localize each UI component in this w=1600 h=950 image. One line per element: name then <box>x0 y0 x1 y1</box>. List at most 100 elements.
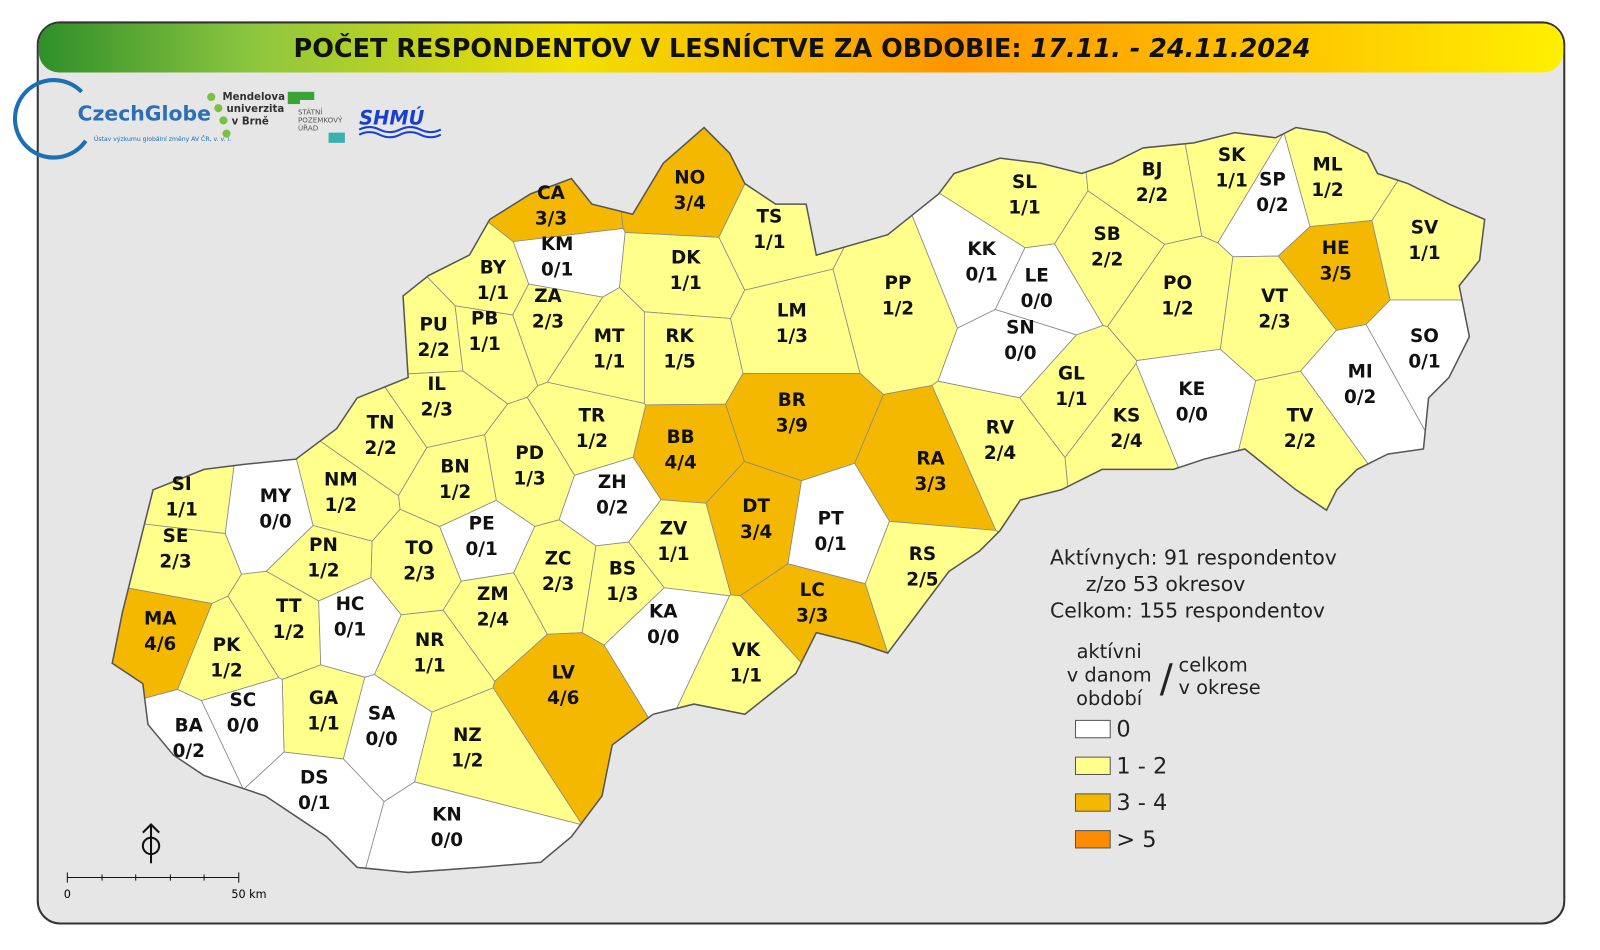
district-count: 1/2 <box>1311 180 1343 201</box>
district-count: 1/1 <box>670 273 702 294</box>
district-code: SB <box>1094 224 1121 245</box>
district-code: PE <box>469 514 495 535</box>
district-code: SA <box>368 703 396 724</box>
logo-shmu: SHMÚ <box>359 105 424 129</box>
district-count: 0/1 <box>541 260 573 281</box>
district-code: BJ <box>1142 160 1163 181</box>
scale-bar <box>66 872 240 883</box>
district-code: SV <box>1411 218 1439 239</box>
district-code: KA <box>649 601 678 622</box>
logo-arc <box>12 78 88 160</box>
district-count: 0/2 <box>1344 387 1376 408</box>
header-bar <box>38 23 1564 73</box>
district-count: 0/1 <box>1408 351 1440 372</box>
north-arrow <box>141 823 161 864</box>
title: POČET RESPONDENTOV V LESNÍCTVE ZA OBDOBI… <box>294 33 1311 64</box>
logo-mendelu: univerzita <box>227 104 285 115</box>
district-count: 0/1 <box>298 793 330 814</box>
district-count: 2/2 <box>1136 185 1168 206</box>
district-code: KE <box>1178 379 1205 400</box>
district-code: LV <box>552 663 576 684</box>
district-code: PN <box>309 535 338 556</box>
district-count: 1/1 <box>1055 389 1087 410</box>
district-code: LC <box>800 580 825 601</box>
district-count: 1/2 <box>882 298 914 319</box>
logo-mendelu: Mendelova <box>222 92 285 103</box>
district-code: VK <box>732 640 761 661</box>
district-code: SP <box>1259 170 1286 191</box>
district-count: 0/0 <box>431 830 463 851</box>
scale-label: 50 km <box>231 888 266 901</box>
district-code: SO <box>1410 326 1439 347</box>
district-count: 1/1 <box>413 655 445 676</box>
district-count: 0/0 <box>259 512 291 533</box>
district-count: 1/1 <box>307 714 339 735</box>
district-count: 2/2 <box>364 438 396 459</box>
district-count: 0/1 <box>465 539 497 560</box>
district-count: 1/5 <box>663 351 695 372</box>
district-count: 2/3 <box>421 399 453 420</box>
district-code: KS <box>1113 405 1140 426</box>
district-count: 3/3 <box>914 474 946 495</box>
district-count: 1/1 <box>657 544 689 565</box>
district-code: NR <box>415 630 445 651</box>
stat-active: Aktívnych: 91 respondentov <box>1050 545 1337 569</box>
legend-swatch <box>1074 793 1111 812</box>
legend-key: období <box>1076 687 1143 710</box>
district-count: 1/3 <box>513 469 545 490</box>
district-count: 1/2 <box>576 431 608 452</box>
district-code: SL <box>1012 172 1037 193</box>
district-code: ZA <box>534 286 562 307</box>
district-code: MI <box>1348 362 1373 383</box>
district-count: 1/1 <box>1008 197 1040 218</box>
district-count: 3/5 <box>1320 264 1352 285</box>
logo-spu: ÚŘAD <box>298 124 319 133</box>
district-count: 2/4 <box>984 443 1016 464</box>
district-count: 4/4 <box>664 452 696 473</box>
legend-swatch <box>1074 830 1111 849</box>
district-count: 2/4 <box>1110 431 1142 452</box>
district-count: 0/0 <box>1004 343 1036 364</box>
stat-districts: z/zo 53 okresov <box>1086 572 1246 596</box>
district-code: MY <box>260 486 292 507</box>
logo-mendelu: v Brně <box>232 115 269 127</box>
legend-key: v okrese <box>1179 676 1261 699</box>
district-code: MT <box>594 326 625 347</box>
district-code: NM <box>324 470 358 491</box>
district-count: 0/2 <box>173 741 205 762</box>
district-code: TN <box>367 413 395 434</box>
district-code: SK <box>1218 145 1246 166</box>
district-code: TO <box>405 538 433 559</box>
legend-key: celkom <box>1179 653 1248 676</box>
district-code: ZM <box>477 584 509 605</box>
district-code: LE <box>1025 266 1049 287</box>
legend-label: 0 <box>1116 717 1130 743</box>
legend-slash: / <box>1160 657 1174 702</box>
district-code: BB <box>667 427 695 448</box>
scale-label: 0 <box>64 888 71 901</box>
district-count: 2/3 <box>159 551 191 572</box>
district-code: ML <box>1313 154 1343 175</box>
district-count: 2/4 <box>477 610 509 631</box>
district-count: 3/4 <box>674 193 706 214</box>
district-code: BN <box>440 456 469 477</box>
district-count: 3/4 <box>740 522 772 543</box>
logo-sub: Ústav výzkumu globální změny AV ČR, v. v… <box>94 134 231 143</box>
legend: aktívni v danom období / celkom v okrese… <box>1067 640 1261 853</box>
district-count: 0/0 <box>365 729 397 750</box>
district-code: IL <box>427 374 446 395</box>
district-code: BR <box>778 390 806 411</box>
legend-label: 1 - 2 <box>1116 753 1167 779</box>
district-count: 0/0 <box>647 627 679 648</box>
district-code: GA <box>309 688 339 709</box>
legend-key: v danom <box>1067 664 1152 687</box>
district-code: BS <box>609 558 636 579</box>
district-code: RV <box>986 418 1015 439</box>
district-code: RK <box>665 326 694 347</box>
district-count: 1/1 <box>593 351 625 372</box>
district-count: 1/2 <box>451 750 483 771</box>
district-code: KM <box>541 234 574 255</box>
district-labels: CA 3/3 NO 3/4 TS 1/1 KM 0/1 DK 1/1 BY 1/1 ZA 2/3 PU 2/2… <box>144 145 1441 851</box>
district-code: RS <box>909 544 936 565</box>
